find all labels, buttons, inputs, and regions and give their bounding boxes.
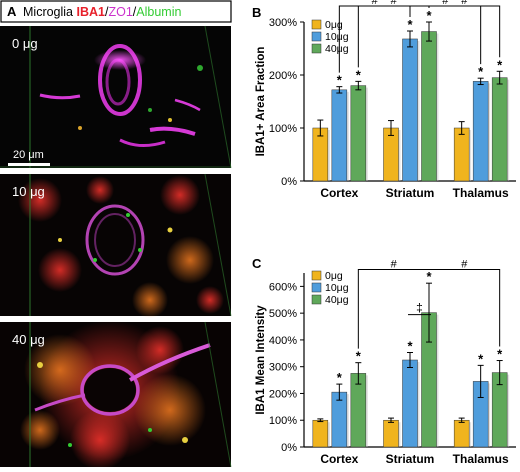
legend-swatch	[311, 282, 322, 293]
legend-swatch	[311, 294, 322, 305]
y-tick-label: 0%	[281, 176, 297, 188]
legend-label: 0μg	[325, 19, 343, 31]
legend-swatch	[311, 270, 322, 281]
bar	[421, 31, 437, 182]
bar	[350, 85, 367, 182]
chart-c-iba1-mean-intensity: 0% 100% 200% 300% 400% 500% 600%IBA1 Mean Inte…	[255, 259, 516, 466]
category-label: Striatum	[386, 452, 435, 466]
y-tick-label: 200%	[269, 70, 297, 82]
category-label: Thalamus	[453, 186, 509, 200]
significance-star: *	[337, 370, 343, 385]
title-sep1: /	[105, 5, 109, 19]
panel-a-header-box	[0, 0, 232, 23]
y-axis-label: IBA1 Mean Intensity	[255, 305, 267, 415]
title-albumin: Albumin	[136, 5, 181, 19]
dose-label-10ug: 10 μg	[12, 184, 45, 199]
chart-b-iba1-area-fraction: 0% 100% 200% 300% IBA1+ Area Fraction * * * * * * C…	[255, 0, 516, 200]
y-tick-label: 300%	[269, 17, 297, 29]
y-axis-label: IBA1+ Area Fraction	[255, 47, 267, 157]
dose-label-40ug: 40 μg	[12, 332, 45, 347]
bracket-label: #	[372, 0, 379, 7]
bracket-label: #	[442, 0, 449, 7]
significance-bracket	[428, 5, 501, 58]
bar	[402, 359, 418, 448]
title-zo1: ZO1	[108, 5, 132, 19]
significance-star: *	[478, 64, 484, 79]
bracket-label: #	[461, 259, 468, 271]
significance-star: *	[478, 351, 484, 366]
significance-bracket	[428, 269, 501, 347]
y-tick-label: 600%	[269, 281, 297, 293]
significance-star: *	[497, 57, 503, 72]
bar	[453, 127, 470, 182]
y-tick-label: 100%	[269, 123, 297, 135]
significance-bracket	[338, 5, 411, 73]
micrograph-0ug-bg	[0, 26, 231, 168]
significance-star: *	[407, 339, 413, 354]
legend-label: 10μg	[325, 31, 349, 43]
y-tick-label: 500%	[269, 308, 297, 320]
panel-a-header: A Microglia IBA1/ZO1/Albumin	[0, 0, 232, 23]
significance-star: *	[356, 67, 362, 82]
legend-label: 40μg	[325, 43, 349, 55]
significance-star: *	[426, 269, 432, 284]
double-dagger: ‡	[416, 301, 423, 315]
category-label: Striatum	[386, 186, 435, 200]
significance-bracket	[409, 5, 482, 65]
significance-star: *	[407, 17, 413, 32]
micrograph-40ug: 40 μg	[0, 320, 232, 470]
legend-swatch	[311, 31, 322, 42]
bracket-label: #	[391, 0, 398, 7]
y-tick-label: 400%	[269, 335, 297, 347]
bar	[383, 127, 399, 182]
significance-star: *	[337, 73, 343, 88]
legend-swatch	[311, 43, 322, 54]
category-label: Cortex	[320, 452, 358, 466]
bar	[312, 419, 329, 448]
y-tick-label: 0%	[281, 442, 297, 454]
panel-a-label: A	[7, 4, 17, 19]
panel-c-label: C	[252, 256, 262, 271]
title-prefix: Microglia	[23, 5, 77, 19]
title-sep2: /	[133, 5, 137, 19]
category-label: Thalamus	[453, 452, 509, 466]
significance-star: *	[426, 8, 432, 23]
y-tick-label: 200%	[269, 388, 297, 400]
y-tick-label: 300%	[269, 362, 297, 374]
category-label: Cortex	[320, 186, 358, 200]
dose-label-0ug: 0 μg	[12, 36, 38, 51]
bar	[383, 419, 399, 448]
scale-bar	[8, 163, 50, 166]
significance-star: *	[356, 349, 362, 364]
bar	[331, 89, 348, 182]
y-tick-label: 100%	[269, 415, 297, 427]
legend-label: 40μg	[325, 294, 349, 306]
micrograph-10ug: 10 μg	[0, 173, 232, 318]
scale-bar-label: 20 μm	[13, 149, 44, 161]
bar	[402, 38, 418, 182]
bar	[472, 81, 489, 182]
micrograph-0ug: 0 μg 20 μm	[0, 25, 232, 169]
bar	[491, 77, 508, 182]
legend-label: 0μg	[325, 270, 343, 282]
legend-swatch	[311, 19, 322, 30]
panel-a-title: Microglia IBA1/ZO1/Albumin	[23, 5, 181, 19]
significance-star: *	[497, 347, 503, 362]
bar	[453, 419, 470, 448]
title-iba1: IBA1	[77, 5, 106, 19]
bracket-label: #	[461, 0, 468, 7]
legend-label: 10μg	[325, 282, 349, 294]
bracket-label: #	[391, 259, 398, 271]
panel-b-label: B	[252, 5, 261, 20]
